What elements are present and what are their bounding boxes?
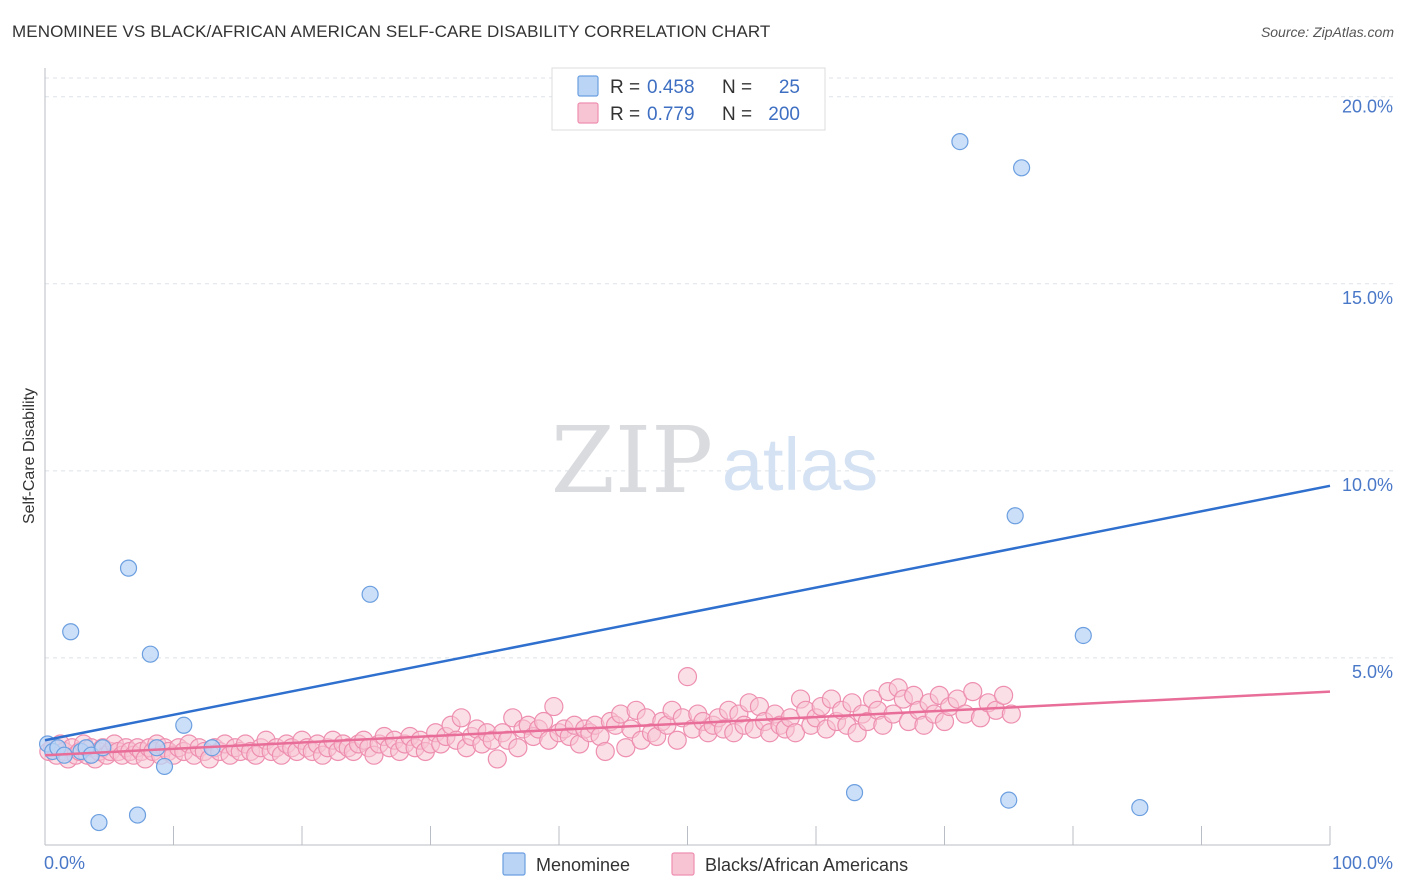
data-point-blacks bbox=[994, 685, 1014, 705]
legend-n-label: N = bbox=[722, 77, 752, 98]
source-label: Source: ZipAtlas.com bbox=[1260, 24, 1394, 40]
data-point-menominee bbox=[141, 645, 159, 663]
watermark-atlas: atlas bbox=[722, 423, 878, 506]
data-point-blacks bbox=[451, 708, 471, 728]
chart-title: MENOMINEE VS BLACK/AFRICAN AMERICAN SELF… bbox=[12, 22, 771, 41]
bottom-legend-swatch-blacks bbox=[671, 852, 695, 876]
bottom-legend-label-blacks: Blacks/African Americans bbox=[705, 855, 908, 875]
legend-n-value: 200 bbox=[768, 104, 800, 125]
legend-swatch-menominee bbox=[577, 75, 599, 97]
legend-n-value: 25 bbox=[779, 77, 800, 98]
trend-lines bbox=[44, 484, 1331, 757]
data-point-menominee bbox=[1131, 798, 1149, 817]
data-point-blacks bbox=[785, 723, 806, 743]
data-point-menominee bbox=[1000, 791, 1018, 809]
watermark-zip: ZIP bbox=[551, 407, 713, 514]
data-point-menominee bbox=[361, 585, 379, 603]
trend-line-blacks bbox=[44, 690, 1331, 757]
bottom-legend: Menominee Blacks/African Americans bbox=[502, 852, 908, 876]
x-tick-label: 0.0% bbox=[44, 853, 85, 873]
y-tick-label: 20.0% bbox=[1342, 97, 1393, 117]
data-point-blacks bbox=[487, 749, 507, 769]
data-point-menominee bbox=[62, 623, 80, 641]
data-point-blacks bbox=[508, 738, 528, 758]
data-point-menominee bbox=[845, 784, 864, 802]
y-axis-label: Self-Care Disability bbox=[21, 388, 38, 524]
y-tick-label: 5.0% bbox=[1352, 662, 1393, 682]
data-point-menominee bbox=[1012, 159, 1031, 177]
trend-line-menominee bbox=[44, 484, 1331, 742]
legend-r-value: 0.458 bbox=[647, 77, 695, 98]
legend-r-value: 0.779 bbox=[647, 104, 695, 125]
legend-box: R = 0.458 N = 25 R = 0.779 N = 200 bbox=[551, 67, 826, 131]
data-point-blacks bbox=[616, 738, 636, 758]
data-point-menominee bbox=[951, 133, 969, 151]
x-tick-label: 100.0% bbox=[1332, 853, 1393, 873]
gridlines bbox=[45, 77, 1395, 659]
data-point-menominee bbox=[1006, 507, 1024, 525]
data-point-menominee bbox=[90, 813, 108, 832]
watermark: ZIP atlas bbox=[551, 407, 878, 514]
data-point-blacks bbox=[1001, 704, 1021, 724]
data-point-menominee bbox=[175, 716, 193, 734]
legend-swatch-blacks bbox=[577, 102, 599, 124]
data-point-menominee bbox=[119, 559, 138, 577]
x-tick-labels: 0.0% 100.0% bbox=[44, 853, 1393, 873]
data-point-blacks bbox=[947, 689, 967, 709]
data-point-blacks bbox=[544, 696, 564, 717]
data-point-menominee bbox=[148, 739, 166, 757]
axes bbox=[44, 68, 1331, 846]
data-point-blacks bbox=[963, 681, 983, 702]
y-tick-labels: 5.0% 10.0% 15.0% 20.0% bbox=[1342, 97, 1393, 682]
series-menominee-points bbox=[38, 133, 1149, 832]
data-point-blacks bbox=[677, 667, 698, 687]
y-tick-label: 10.0% bbox=[1342, 475, 1393, 495]
bottom-legend-swatch-menominee bbox=[502, 852, 526, 876]
data-point-menominee bbox=[155, 757, 174, 776]
data-point-blacks bbox=[667, 730, 687, 750]
bottom-legend-label-menominee: Menominee bbox=[536, 855, 630, 875]
data-point-blacks bbox=[595, 741, 615, 762]
legend-r-label: R = bbox=[610, 77, 640, 98]
data-point-menominee bbox=[1074, 626, 1092, 645]
legend-n-label: N = bbox=[722, 104, 752, 125]
y-tick-label: 15.0% bbox=[1342, 288, 1393, 308]
legend-r-label: R = bbox=[610, 104, 640, 125]
data-point-menominee bbox=[128, 806, 147, 824]
